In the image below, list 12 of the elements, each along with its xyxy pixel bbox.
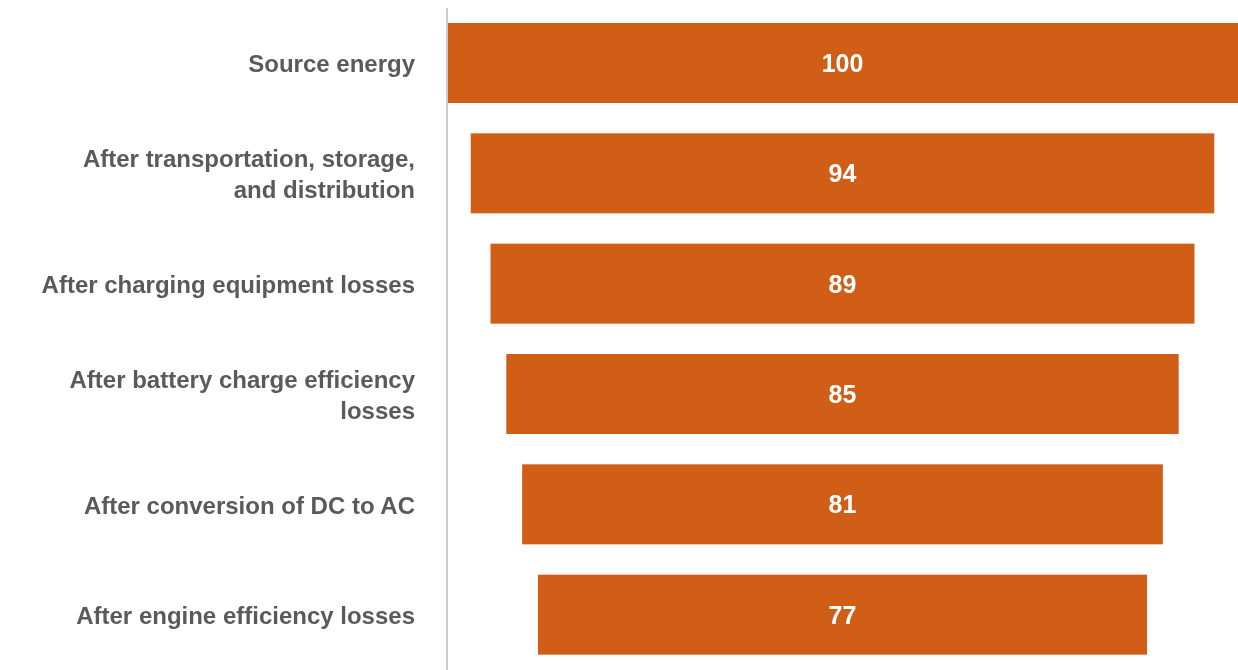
category-label: After engine efficiency losses bbox=[76, 601, 415, 629]
category-label: Source energy bbox=[248, 49, 416, 77]
category-label: After battery charge efficiency losses bbox=[69, 365, 416, 424]
category-label: After conversion of DC to AC bbox=[83, 491, 415, 518]
data-label: 100 bbox=[821, 49, 864, 77]
category-label: After transportation, storage, and distribution bbox=[82, 144, 415, 203]
data-label: 77 bbox=[828, 600, 857, 629]
data-label: 89 bbox=[828, 269, 857, 298]
data-label: 81 bbox=[828, 490, 857, 519]
data-label: 85 bbox=[828, 380, 857, 408]
category-label: After charging equipment losses bbox=[41, 270, 415, 298]
data-label: 94 bbox=[828, 159, 857, 188]
